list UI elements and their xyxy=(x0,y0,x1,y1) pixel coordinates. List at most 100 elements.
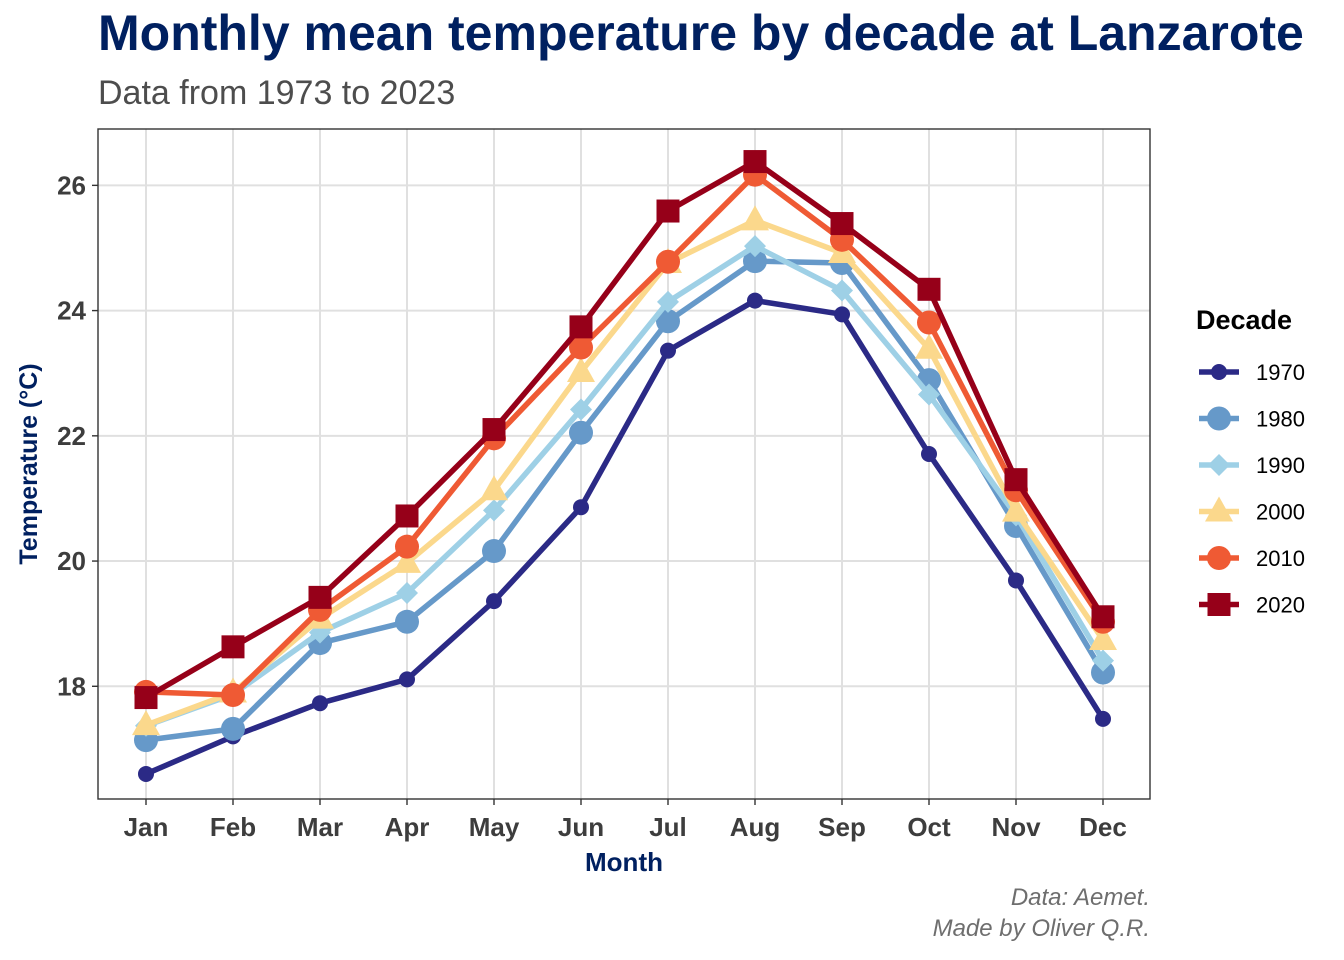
legend-label-1990: 1990 xyxy=(1256,453,1305,478)
point-2000-jun xyxy=(567,356,595,382)
x-tick-label-mar: Mar xyxy=(297,812,343,842)
point-1970-jul xyxy=(660,342,676,359)
point-1990-jun xyxy=(570,398,592,421)
point-1980-dec xyxy=(1091,660,1115,685)
x-tick-label-nov: Nov xyxy=(991,812,1041,842)
point-1990-oct xyxy=(918,383,940,406)
point-2010-jul xyxy=(656,249,680,274)
point-2000-jan xyxy=(132,710,160,736)
point-1990-apr xyxy=(396,581,418,604)
point-2010-feb xyxy=(221,683,245,708)
legend-label-2010: 2010 xyxy=(1256,546,1305,571)
point-2020-may xyxy=(482,418,506,442)
legend-item-1980: 1980 xyxy=(1199,406,1305,432)
point-2000-oct xyxy=(915,333,943,359)
point-2010-apr xyxy=(395,534,419,559)
legend-marker-2020 xyxy=(1207,593,1231,616)
y-axis-label: Temperature (°C) xyxy=(15,363,43,564)
point-2000-may xyxy=(480,475,508,501)
point-2020-jul xyxy=(656,199,680,223)
point-2020-mar xyxy=(308,585,332,609)
series-1980 xyxy=(134,249,1115,753)
point-1970-jun xyxy=(573,499,589,516)
point-1980-may xyxy=(482,539,506,564)
series-layer xyxy=(132,150,1117,782)
point-1980-apr xyxy=(395,609,419,634)
point-2020-jan xyxy=(134,686,158,710)
x-tick-label-apr: Apr xyxy=(385,812,430,842)
point-2020-nov xyxy=(1004,468,1028,492)
point-2020-feb xyxy=(221,635,245,659)
point-1970-oct xyxy=(921,445,937,462)
legend-marker-1970 xyxy=(1211,364,1227,380)
x-tick-label-oct: Oct xyxy=(907,812,951,842)
x-tick-label-sep: Sep xyxy=(818,812,866,842)
legend-label-2000: 2000 xyxy=(1256,500,1305,525)
point-1970-mar xyxy=(312,695,328,712)
series-line-1980 xyxy=(145,258,1106,743)
legend-label-1980: 1980 xyxy=(1256,407,1305,432)
x-tick-label-feb: Feb xyxy=(210,812,256,842)
point-2020-sep xyxy=(830,212,854,236)
point-1970-apr xyxy=(399,671,415,688)
point-1990-may xyxy=(483,499,505,522)
point-1990-sep xyxy=(831,279,853,302)
y-tick-label-22: 22 xyxy=(57,421,86,451)
chart-title: Monthly mean temperature by decade at La… xyxy=(98,5,1304,61)
legend-marker-1990 xyxy=(1208,454,1230,476)
point-2020-dec xyxy=(1091,605,1115,629)
point-2000-dec xyxy=(1089,624,1117,650)
point-2020-oct xyxy=(917,277,941,301)
legend-marker-2000 xyxy=(1205,496,1233,522)
legend-item-1970: 1970 xyxy=(1199,360,1305,385)
y-tick-label-26: 26 xyxy=(57,170,86,200)
legend: Decade 1970 1980 1990 2000 2010 2020 xyxy=(1196,305,1305,618)
x-axis-label: Month xyxy=(585,847,663,877)
point-2010-oct xyxy=(917,310,941,335)
legend-item-2000: 2000 xyxy=(1199,496,1305,525)
series-2000 xyxy=(132,205,1117,736)
caption-author: Made by Oliver Q.R. xyxy=(932,915,1150,942)
series-line-2000 xyxy=(145,217,1106,728)
series-line-1970 xyxy=(144,297,1106,777)
point-2020-apr xyxy=(395,504,419,528)
series-line-2010 xyxy=(145,171,1106,698)
point-1970-nov xyxy=(1008,572,1024,589)
point-2000-apr xyxy=(393,547,421,573)
legend-label-2020: 2020 xyxy=(1256,593,1305,618)
series-line-1990 xyxy=(145,243,1106,729)
axes: 18 20 22 24 26 Jan Feb Mar Apr May Jun Jul Aug Sep Oct… xyxy=(57,170,1127,842)
x-tick-label-jan: Jan xyxy=(124,812,169,842)
point-2000-nov xyxy=(1002,496,1030,522)
point-1970-dec xyxy=(1095,710,1111,727)
chart-subtitle: Data from 1973 to 2023 xyxy=(98,74,456,112)
series-2020 xyxy=(134,150,1115,710)
y-tick-label-20: 20 xyxy=(57,546,86,576)
x-tick-label-jul: Jul xyxy=(649,812,687,842)
point-1980-jun xyxy=(569,420,593,445)
legend-label-1970: 1970 xyxy=(1256,360,1305,385)
point-2020-jun xyxy=(569,315,593,339)
point-1970-may xyxy=(486,593,502,610)
legend-marker-1980 xyxy=(1207,406,1231,431)
point-1990-aug xyxy=(744,235,766,258)
point-1980-aug xyxy=(743,249,767,274)
point-1970-aug xyxy=(747,292,763,309)
y-tick-label-24: 24 xyxy=(57,296,86,326)
x-tick-label-jun: Jun xyxy=(558,812,604,842)
point-1980-feb xyxy=(221,716,245,741)
legend-marker-2010 xyxy=(1207,546,1231,570)
point-2020-aug xyxy=(743,150,767,174)
legend-item-1990: 1990 xyxy=(1199,453,1305,478)
point-1970-jan xyxy=(138,765,154,782)
caption-source: Data: Aemet. xyxy=(1010,884,1150,911)
x-tick-label-aug: Aug xyxy=(730,812,781,842)
x-tick-label-dec: Dec xyxy=(1079,812,1127,842)
point-2000-aug xyxy=(741,205,769,231)
point-1980-jul xyxy=(656,309,680,334)
x-tick-label-may: May xyxy=(469,812,520,842)
legend-item-2020: 2020 xyxy=(1199,593,1305,618)
series-1970 xyxy=(138,292,1111,782)
point-1970-sep xyxy=(834,306,850,323)
